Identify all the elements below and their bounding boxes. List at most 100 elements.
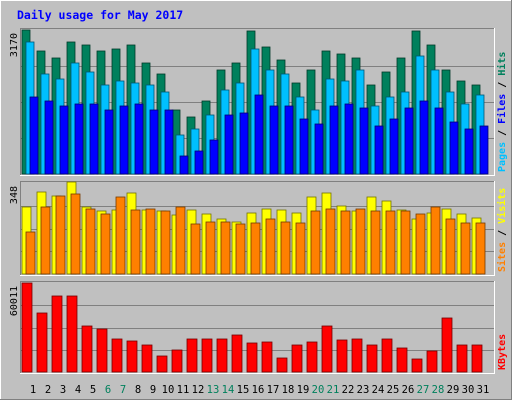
x-tick-label: 13 bbox=[207, 384, 220, 396]
x-tick-label: 28 bbox=[432, 384, 445, 396]
bar-sites-day-23 bbox=[355, 208, 366, 275]
panel-kbytes: 60011 KBytes bbox=[9, 281, 508, 374]
bar-pages-day-31 bbox=[479, 125, 489, 175]
bar-kbytes-day-12 bbox=[186, 338, 198, 373]
bar-pages-day-23 bbox=[359, 107, 369, 175]
bar-pages-day-18 bbox=[284, 105, 294, 175]
legend-item: Files bbox=[496, 94, 508, 124]
bar-pages-day-19 bbox=[299, 118, 309, 175]
bar-sites-day-4 bbox=[70, 193, 81, 275]
x-tick-label: 21 bbox=[327, 384, 340, 396]
bar-sites-day-9 bbox=[145, 208, 156, 275]
bar-sites-day-10 bbox=[160, 210, 171, 275]
bar-kbytes-day-18 bbox=[276, 357, 288, 373]
bar-pages-day-3 bbox=[59, 105, 69, 175]
bar-kbytes-day-25 bbox=[381, 338, 393, 373]
chart-title: Daily usage for May 2017 bbox=[17, 8, 183, 22]
bar-sites-day-30 bbox=[460, 222, 471, 275]
bar-sites-day-22 bbox=[340, 210, 351, 275]
bar-pages-day-21 bbox=[329, 105, 339, 175]
x-tick-label: 10 bbox=[162, 384, 175, 396]
x-tick-label: 22 bbox=[342, 384, 355, 396]
bar-kbytes-day-22 bbox=[336, 339, 348, 373]
bar-kbytes-day-11 bbox=[171, 349, 183, 373]
bar-kbytes-day-17 bbox=[261, 341, 273, 373]
legend-item: Visits bbox=[496, 188, 508, 224]
bar-sites-day-5 bbox=[85, 208, 96, 275]
bar-pages-day-8 bbox=[134, 103, 144, 175]
bar-kbytes-day-14 bbox=[216, 338, 228, 373]
bar-kbytes-day-19 bbox=[291, 344, 303, 373]
bar-sites-day-2 bbox=[40, 206, 51, 275]
bar-kbytes-day-21 bbox=[321, 325, 333, 373]
bar-pages-day-10 bbox=[164, 109, 174, 175]
bar-pages-day-17 bbox=[269, 105, 279, 175]
bar-pages-day-7 bbox=[119, 105, 129, 175]
bar-pages-day-1 bbox=[29, 96, 39, 175]
bar-kbytes-day-16 bbox=[246, 342, 258, 373]
x-tick-label: 18 bbox=[282, 384, 295, 396]
bar-kbytes-day-27 bbox=[411, 358, 423, 373]
bar-sites-day-17 bbox=[265, 218, 276, 275]
bar-sites-day-7 bbox=[115, 196, 126, 275]
bar-sites-day-12 bbox=[190, 223, 201, 275]
bar-sites-day-18 bbox=[280, 221, 291, 275]
bar-kbytes-day-9 bbox=[141, 344, 153, 373]
bar-kbytes-day-2 bbox=[36, 312, 48, 373]
bar-pages-day-20 bbox=[314, 123, 324, 175]
x-tick-label: 14 bbox=[222, 384, 235, 396]
x-tick-label: 31 bbox=[477, 384, 490, 396]
bar-kbytes-day-6 bbox=[96, 328, 108, 373]
bar-pages-day-28 bbox=[434, 107, 444, 175]
bar-pages-day-13 bbox=[209, 139, 219, 175]
legend: Sites / Visits bbox=[496, 188, 508, 272]
bar-kbytes-day-28 bbox=[426, 350, 438, 373]
x-tick-label: 7 bbox=[120, 384, 126, 396]
bar-pages-day-11 bbox=[179, 155, 189, 175]
bar-kbytes-day-24 bbox=[366, 344, 378, 373]
bar-sites-day-28 bbox=[430, 206, 441, 275]
bar-sites-day-1 bbox=[25, 231, 36, 275]
bar-sites-day-24 bbox=[370, 210, 381, 275]
y-max-label: 348 bbox=[9, 186, 20, 204]
bar-pages-day-14 bbox=[224, 114, 234, 175]
bar-pages-day-5 bbox=[89, 103, 99, 175]
bar-pages-day-30 bbox=[464, 128, 474, 175]
legend-item: / bbox=[497, 124, 508, 142]
bar-kbytes-day-4 bbox=[66, 295, 78, 373]
bar-kbytes-day-31 bbox=[471, 344, 483, 373]
bar-kbytes-day-10 bbox=[156, 355, 168, 373]
bar-pages-day-29 bbox=[449, 121, 459, 175]
bar-sites-day-19 bbox=[295, 222, 306, 275]
bar-pages-day-15 bbox=[239, 112, 249, 175]
bar-kbytes-day-8 bbox=[126, 340, 138, 373]
x-tick-label: 16 bbox=[252, 384, 265, 396]
x-tick-label: 23 bbox=[357, 384, 370, 396]
x-axis-labels: 1 2 3 4 5 6 7 8 9 10 11 12 13 14 15 16 17 18 19 20 21 22 23 24 2… bbox=[30, 384, 489, 396]
legend-item: KBytes bbox=[497, 334, 508, 370]
x-tick-label: 8 bbox=[135, 384, 141, 396]
x-tick-label: 26 bbox=[402, 384, 415, 396]
bar-sites-day-11 bbox=[175, 206, 186, 275]
bar-sites-day-20 bbox=[310, 210, 321, 275]
bar-sites-day-25 bbox=[385, 210, 396, 275]
x-tick-label: 27 bbox=[417, 384, 430, 396]
bar-pages-day-24 bbox=[374, 125, 384, 175]
panel-visits-sites: 348 Sites / Visits bbox=[9, 181, 508, 276]
bar-sites-day-14 bbox=[220, 221, 231, 275]
x-tick-label: 5 bbox=[90, 384, 96, 396]
bar-pages-day-9 bbox=[149, 109, 159, 175]
bar-sites-day-16 bbox=[250, 222, 261, 275]
bar-kbytes-day-23 bbox=[351, 338, 363, 373]
bar-sites-day-8 bbox=[130, 209, 141, 275]
bar-kbytes-day-26 bbox=[396, 347, 408, 373]
x-tick-label: 6 bbox=[105, 384, 111, 396]
bar-sites-day-21 bbox=[325, 208, 336, 275]
bar-pages-day-6 bbox=[104, 109, 114, 175]
legend-item: Hits bbox=[496, 52, 508, 76]
legend: Pages / Files / Hits bbox=[496, 52, 508, 172]
bar-kbytes-day-5 bbox=[81, 325, 93, 373]
x-tick-label: 1 bbox=[30, 384, 36, 396]
bar-pages-day-26 bbox=[404, 107, 414, 175]
